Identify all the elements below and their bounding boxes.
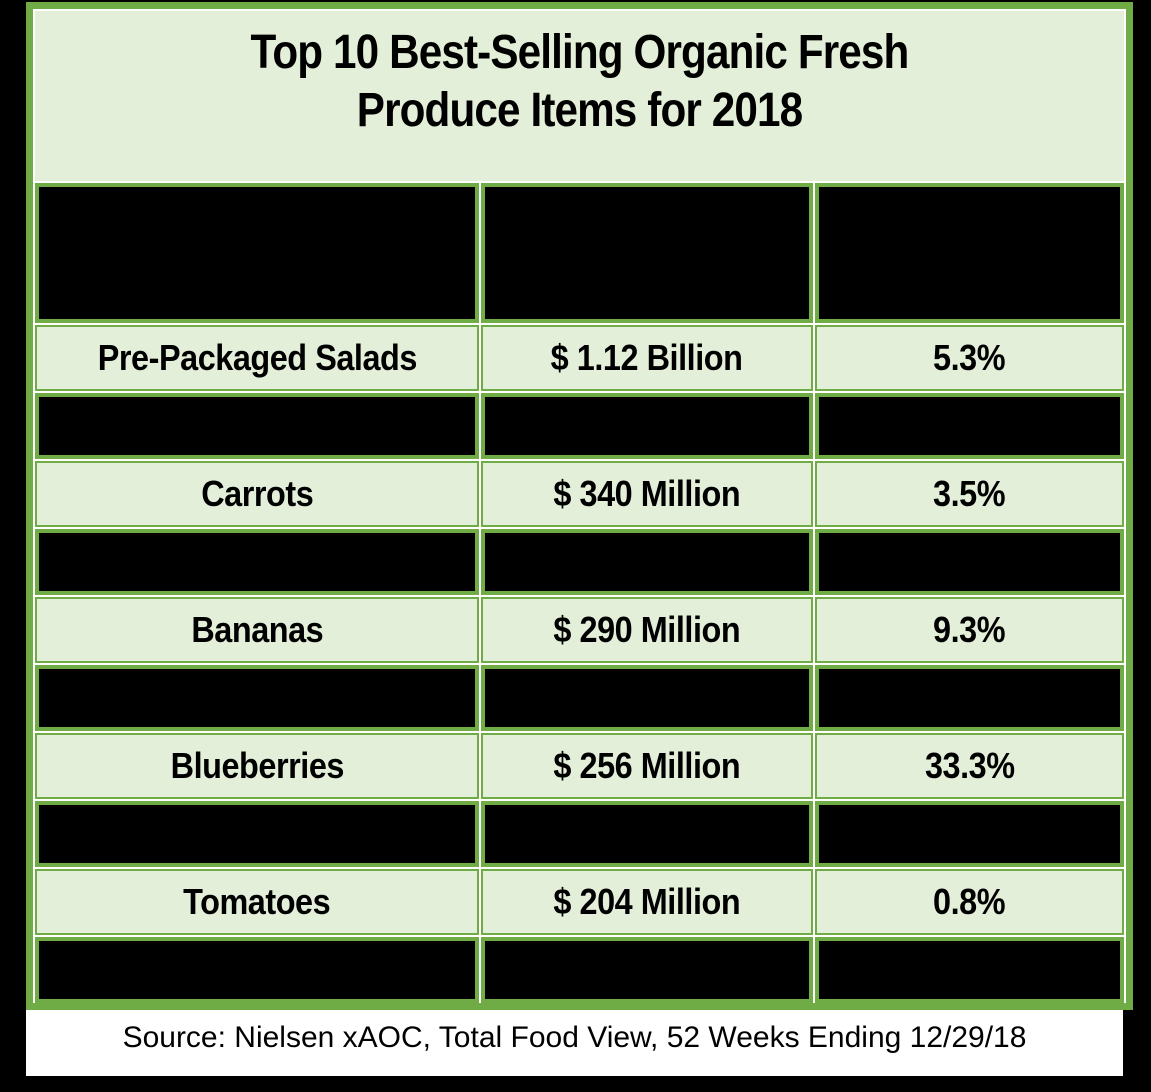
item-value: Bananas xyxy=(191,609,323,650)
sales-value: $ 256 Million xyxy=(553,745,741,786)
title-line-2: Produce Items for 2018 xyxy=(356,84,803,137)
growth-value: 5.3% xyxy=(933,337,1006,378)
redacted-cell xyxy=(815,529,1125,595)
redacted-cell xyxy=(35,393,479,459)
redacted-header-row xyxy=(35,183,1125,323)
redacted-cell xyxy=(481,801,813,867)
redacted-cell xyxy=(815,393,1125,459)
redacted-header-cell xyxy=(815,183,1125,323)
growth-value: 9.3% xyxy=(933,609,1006,650)
growth-cell: 9.3% xyxy=(815,597,1125,663)
growth-cell: 0.8% xyxy=(815,869,1125,935)
sales-value: $ 204 Million xyxy=(553,881,741,922)
source-note-text: Source: Nielsen xAOC, Total Food View, 5… xyxy=(122,1021,1027,1054)
sales-cell: $ 1.12 Billion xyxy=(481,325,813,391)
sales-value: $ 340 Million xyxy=(553,473,741,514)
sales-cell: $ 290 Million xyxy=(481,597,813,663)
redacted-cell xyxy=(815,665,1125,731)
item-cell: Bananas xyxy=(35,597,479,663)
redacted-cell xyxy=(35,801,479,867)
redacted-header-cell xyxy=(35,183,479,323)
item-cell: Blueberries xyxy=(35,733,479,799)
table-row: Blueberries $ 256 Million 33.3% xyxy=(35,733,1125,799)
redacted-cell xyxy=(35,665,479,731)
source-note: Source: Nielsen xAOC, Total Food View, 5… xyxy=(26,1010,1123,1076)
title-line-1: Top 10 Best-Selling Organic Fresh xyxy=(250,26,910,79)
growth-cell: 5.3% xyxy=(815,325,1125,391)
sales-cell: $ 340 Million xyxy=(481,461,813,527)
redacted-cell xyxy=(815,801,1125,867)
item-cell: Pre-Packaged Salads xyxy=(35,325,479,391)
redacted-cell xyxy=(481,665,813,731)
table-row: Pre-Packaged Salads $ 1.12 Billion 5.3% xyxy=(35,325,1125,391)
item-cell: Tomatoes xyxy=(35,869,479,935)
produce-table: Top 10 Best-Selling Organic Fresh Produc… xyxy=(33,9,1126,1005)
table-row: Tomatoes $ 204 Million 0.8% xyxy=(35,869,1125,935)
title-row: Top 10 Best-Selling Organic Fresh Produc… xyxy=(35,11,1125,181)
growth-value: 3.5% xyxy=(933,473,1006,514)
redacted-row xyxy=(35,801,1125,867)
table-row: Bananas $ 290 Million 9.3% xyxy=(35,597,1125,663)
redacted-header-cell xyxy=(481,183,813,323)
redacted-row xyxy=(35,665,1125,731)
sales-value: $ 1.12 Billion xyxy=(551,337,743,378)
redacted-row xyxy=(35,937,1125,1003)
growth-value: 33.3% xyxy=(924,745,1015,786)
redacted-cell xyxy=(815,937,1125,1003)
produce-table-frame: Top 10 Best-Selling Organic Fresh Produc… xyxy=(26,2,1133,1010)
growth-cell: 3.5% xyxy=(815,461,1125,527)
table-title-text: Top 10 Best-Selling Organic Fresh Produc… xyxy=(100,11,1058,140)
item-value: Pre-Packaged Salads xyxy=(97,337,417,378)
item-value: Blueberries xyxy=(170,745,344,786)
sales-cell: $ 256 Million xyxy=(481,733,813,799)
growth-cell: 33.3% xyxy=(815,733,1125,799)
sales-cell: $ 204 Million xyxy=(481,869,813,935)
redacted-row xyxy=(35,393,1125,459)
growth-value: 0.8% xyxy=(933,881,1006,922)
item-cell: Carrots xyxy=(35,461,479,527)
redacted-cell xyxy=(35,529,479,595)
table-title: Top 10 Best-Selling Organic Fresh Produc… xyxy=(35,11,1125,181)
item-value: Tomatoes xyxy=(183,881,331,922)
redacted-cell xyxy=(481,937,813,1003)
redacted-row xyxy=(35,529,1125,595)
redacted-cell xyxy=(481,529,813,595)
item-value: Carrots xyxy=(200,473,314,514)
sales-value: $ 290 Million xyxy=(553,609,741,650)
table-row: Carrots $ 340 Million 3.5% xyxy=(35,461,1125,527)
redacted-cell xyxy=(35,937,479,1003)
redacted-cell xyxy=(481,393,813,459)
